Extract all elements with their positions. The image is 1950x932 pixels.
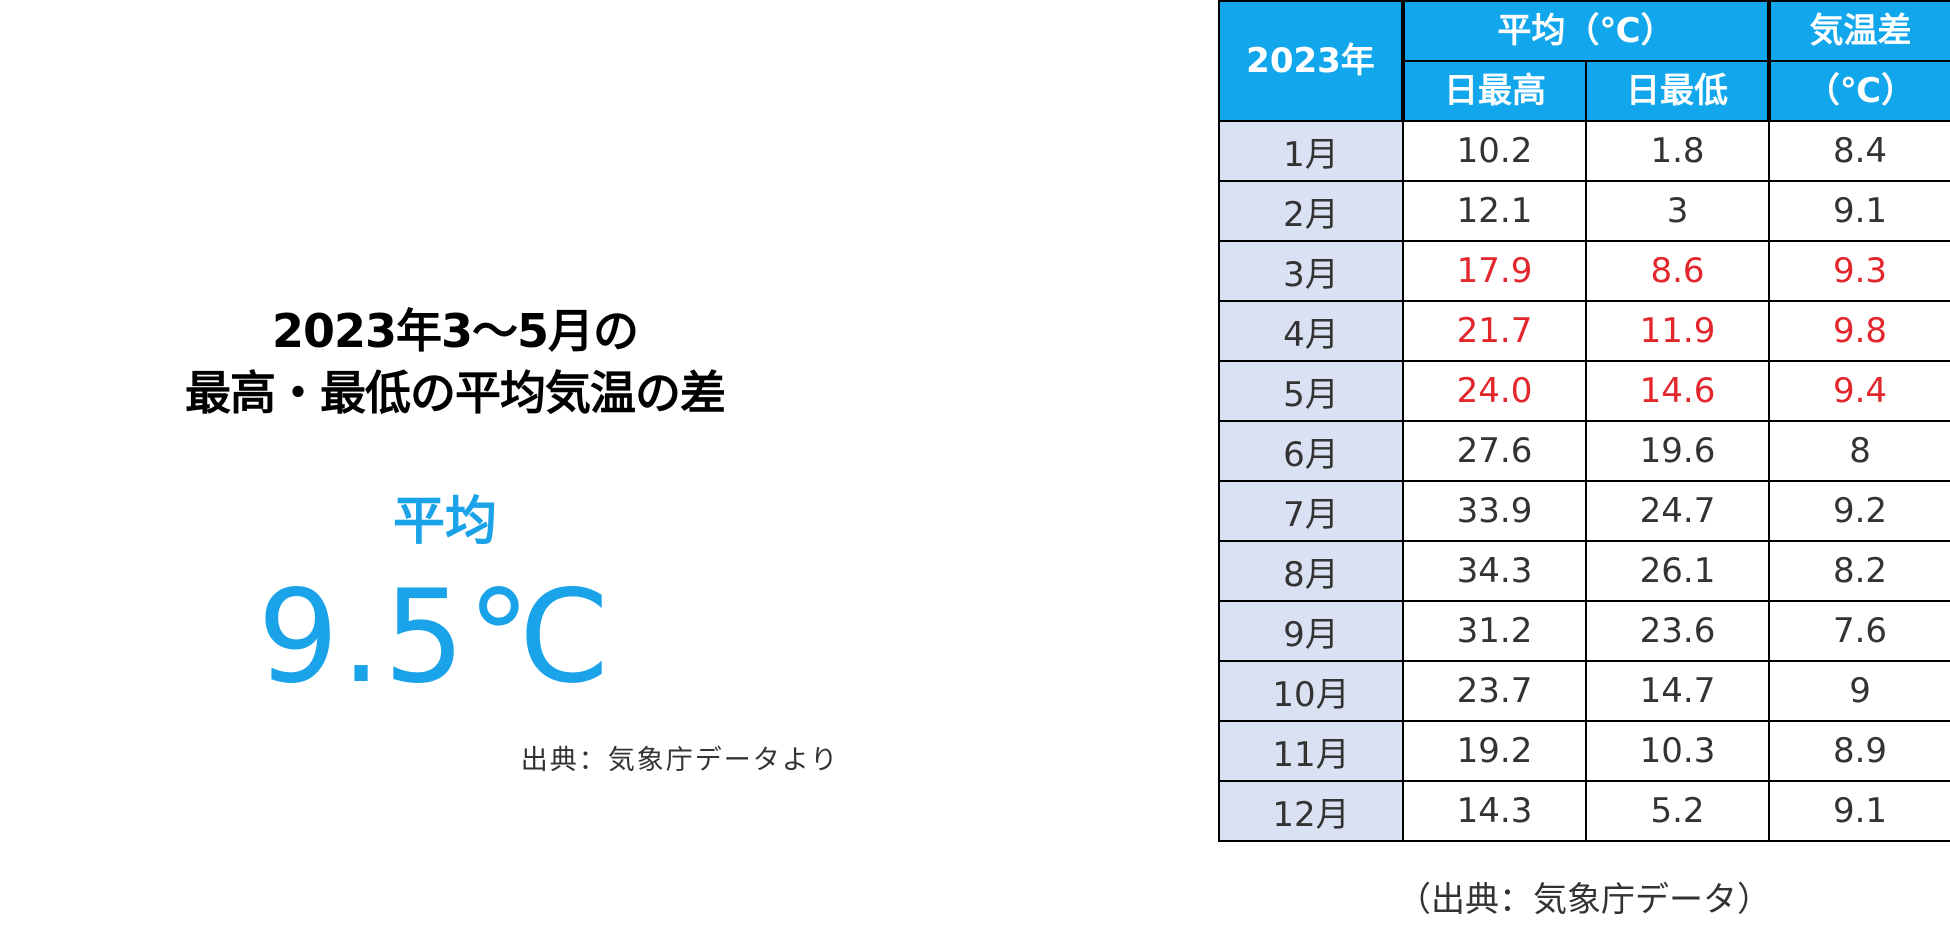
header-daily-min: 日最低 (1584, 60, 1772, 122)
diff-cell: 9 (1768, 660, 1950, 722)
daily-min-cell: 8.6 (1584, 240, 1771, 302)
month-cell: 4月 (1218, 300, 1404, 362)
month-cell: 10月 (1218, 660, 1404, 722)
table-source: （出典：気象庁データ） (1397, 880, 1771, 920)
diff-cell: 9.3 (1768, 240, 1950, 302)
headline: 2023年3〜5月の 最高・最低の平均気温の差 (90, 300, 820, 424)
table-row: 5月 24.0 14.6 9.4 (1218, 360, 1950, 422)
daily-max-cell: 19.2 (1402, 720, 1587, 782)
diff-cell: 9.8 (1768, 300, 1950, 362)
daily-max-cell: 34.3 (1402, 540, 1587, 602)
diff-cell: 9.1 (1768, 180, 1950, 242)
table-row: 8月 34.3 26.1 8.2 (1218, 540, 1950, 602)
daily-min-cell: 10.3 (1584, 720, 1771, 782)
daily-max-cell: 31.2 (1402, 600, 1587, 662)
daily-min-cell: 26.1 (1584, 540, 1771, 602)
diff-cell: 8 (1768, 420, 1950, 482)
table-row: 11月 19.2 10.3 8.9 (1218, 720, 1950, 782)
diff-cell: 8.4 (1768, 120, 1950, 182)
daily-max-cell: 21.7 (1402, 300, 1587, 362)
table-row: 12月 14.3 5.2 9.1 (1218, 780, 1950, 842)
month-cell: 8月 (1218, 540, 1404, 602)
month-cell: 3月 (1218, 240, 1404, 302)
temperature-table-container: 2023年 平均（℃） 気温差 日最高 日最低 （℃） 1月 10.2 1.8 8.4… (1218, 0, 1950, 842)
month-cell: 11月 (1218, 720, 1404, 782)
table-row: 4月 21.7 11.9 9.8 (1218, 300, 1950, 362)
daily-min-cell: 3 (1584, 180, 1771, 242)
header-diff-line-1: 気温差 (1768, 0, 1950, 62)
daily-max-cell: 12.1 (1402, 180, 1587, 242)
daily-max-cell: 14.3 (1402, 780, 1587, 842)
month-cell: 7月 (1218, 480, 1404, 542)
table-row: 6月 27.6 19.6 8 (1218, 420, 1950, 482)
daily-min-cell: 11.9 (1584, 300, 1771, 362)
daily-min-cell: 14.6 (1584, 360, 1771, 422)
diff-cell: 9.2 (1768, 480, 1950, 542)
month-cell: 9月 (1218, 600, 1404, 662)
diff-cell: 8.9 (1768, 720, 1950, 782)
average-value: 9.5℃ (257, 563, 613, 712)
daily-min-cell: 23.6 (1584, 600, 1771, 662)
daily-min-cell: 5.2 (1584, 780, 1771, 842)
table-body: 1月 10.2 1.8 8.4 2月 12.1 3 9.1 3月 17.9 8.6 9.3 4月 21.7… (1218, 120, 1950, 842)
daily-min-cell: 24.7 (1584, 480, 1771, 542)
temperature-table: 2023年 平均（℃） 気温差 日最高 日最低 （℃） 1月 10.2 1.8 8.4… (1218, 0, 1950, 842)
table-row: 7月 33.9 24.7 9.2 (1218, 480, 1950, 542)
month-cell: 12月 (1218, 780, 1404, 842)
summary-panel: 2023年3〜5月の 最高・最低の平均気温の差 平均 9.5℃ 出典：気象庁デー… (90, 300, 840, 776)
header-daily-max: 日最高 (1401, 60, 1587, 122)
table-row: 10月 23.7 14.7 9 (1218, 660, 1950, 722)
month-cell: 6月 (1218, 420, 1404, 482)
diff-cell: 9.4 (1768, 360, 1950, 422)
average-label: 平均 (392, 492, 497, 552)
diff-cell: 8.2 (1768, 540, 1950, 602)
month-cell: 5月 (1218, 360, 1404, 422)
headline-line-1: 2023年3〜5月の (271, 304, 639, 358)
headline-line-2: 最高・最低の平均気温の差 (185, 366, 726, 420)
diff-cell: 7.6 (1768, 600, 1950, 662)
daily-min-cell: 14.7 (1584, 660, 1771, 722)
daily-max-cell: 17.9 (1402, 240, 1587, 302)
daily-min-cell: 19.6 (1584, 420, 1771, 482)
month-cell: 2月 (1218, 180, 1404, 242)
daily-min-cell: 1.8 (1584, 120, 1771, 182)
table-row: 2月 12.1 3 9.1 (1218, 180, 1950, 242)
header-diff-line-2: （℃） (1768, 60, 1950, 122)
daily-max-cell: 27.6 (1402, 420, 1587, 482)
header-year: 2023年 (1218, 0, 1404, 122)
summary-source: 出典：気象庁データより (520, 745, 840, 776)
daily-max-cell: 24.0 (1402, 360, 1587, 422)
table-row: 3月 17.9 8.6 9.3 (1218, 240, 1950, 302)
header-average-group: 平均（℃） (1400, 0, 1772, 62)
daily-max-cell: 23.7 (1402, 660, 1587, 722)
diff-cell: 9.1 (1768, 780, 1950, 842)
month-cell: 1月 (1218, 120, 1404, 182)
daily-max-cell: 33.9 (1402, 480, 1587, 542)
table-row: 9月 31.2 23.6 7.6 (1218, 600, 1950, 662)
table-row: 1月 10.2 1.8 8.4 (1218, 120, 1950, 182)
daily-max-cell: 10.2 (1402, 120, 1587, 182)
